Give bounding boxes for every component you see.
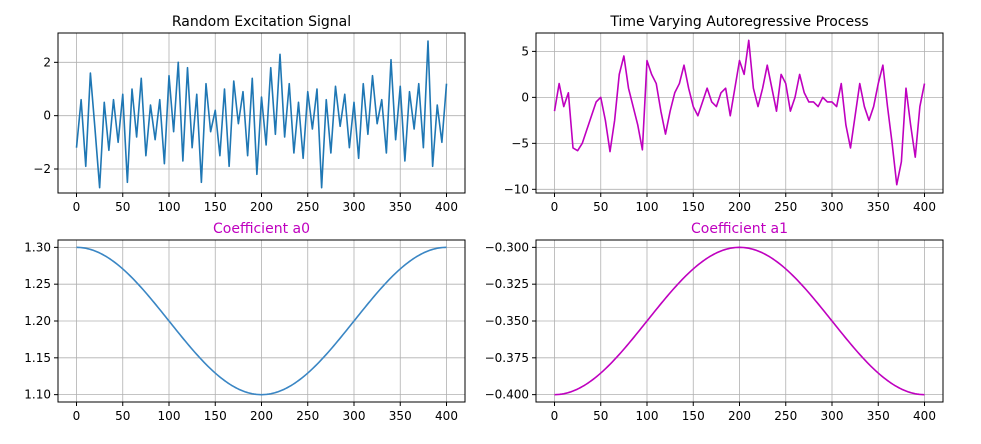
- x-tick-label: 400: [435, 409, 458, 423]
- x-tick-label: 100: [158, 200, 181, 214]
- x-tick-label: 400: [913, 409, 936, 423]
- axes-frame: [535, 239, 944, 403]
- axes-frame: [57, 32, 466, 194]
- x-tick-label: 150: [682, 200, 705, 214]
- y-tick-label: −0.350: [485, 314, 529, 328]
- chart-title: Random Excitation Signal: [172, 14, 351, 30]
- subplot-2: 0 50 100 150 200 250 300 350 400 −10 −5 0 5 Time Vary…: [504, 14, 944, 214]
- x-tick-label: 150: [204, 200, 227, 214]
- y-tick-label: −2: [33, 162, 51, 176]
- x-tick-label: 250: [296, 200, 319, 214]
- series-line-1: [553, 39, 926, 186]
- series-line-1: [554, 246, 925, 396]
- series-line-1: [76, 246, 447, 396]
- y-tick-label: 1.20: [24, 314, 51, 328]
- x-tick-label: 400: [913, 200, 936, 214]
- x-tick-label: 250: [774, 200, 797, 214]
- x-tick-label: 350: [389, 200, 412, 214]
- x-tick-label: 0: [73, 200, 81, 214]
- y-tick-label: 0: [521, 90, 529, 104]
- x-tick-label: 0: [551, 200, 559, 214]
- x-tick-label: 50: [115, 409, 130, 423]
- x-tick-label: 250: [774, 409, 797, 423]
- x-tick-label: 200: [728, 200, 751, 214]
- x-tick-label: 50: [593, 409, 608, 423]
- x-tick-label: 50: [593, 200, 608, 214]
- x-tick-label: 50: [115, 200, 130, 214]
- y-tick-label: 5: [521, 44, 529, 58]
- x-tick-label: 400: [435, 200, 458, 214]
- x-tick-label: 150: [682, 409, 705, 423]
- y-tick-label: −10: [504, 182, 529, 196]
- chart-title: Coefficient a0: [213, 221, 310, 237]
- y-tick-label: −0.300: [485, 240, 529, 254]
- y-tick-label: −5: [511, 136, 529, 150]
- x-tick-label: 100: [636, 200, 659, 214]
- x-tick-label: 350: [867, 200, 890, 214]
- chart-title: Time Varying Autoregressive Process: [609, 14, 868, 30]
- y-tick-label: 1.25: [24, 277, 51, 291]
- axes-frame: [535, 32, 944, 194]
- y-tick-label: 1.15: [24, 351, 51, 365]
- x-tick-label: 0: [73, 409, 81, 423]
- x-tick-label: 100: [158, 409, 181, 423]
- x-tick-label: 300: [821, 200, 844, 214]
- x-tick-label: 200: [728, 409, 751, 423]
- axes-frame: [57, 239, 466, 403]
- x-tick-label: 150: [204, 409, 227, 423]
- x-tick-label: 300: [343, 409, 366, 423]
- x-tick-label: 250: [296, 409, 319, 423]
- chart-title: Coefficient a1: [691, 221, 788, 237]
- x-tick-label: 100: [636, 409, 659, 423]
- y-tick-label: −0.400: [485, 388, 529, 402]
- y-tick-label: −0.375: [485, 351, 529, 365]
- x-tick-label: 0: [551, 409, 559, 423]
- x-tick-label: 350: [389, 409, 412, 423]
- y-tick-label: 0: [43, 109, 51, 123]
- subplot-4: 0 50 100 150 200 250 300 350 400 −0.400 −0.375 −0.3…: [485, 221, 944, 423]
- y-tick-label: 2: [43, 55, 51, 69]
- y-tick-label: −0.325: [485, 277, 529, 291]
- x-tick-label: 200: [250, 409, 273, 423]
- y-tick-label: 1.10: [24, 388, 51, 402]
- subplot-3: 0 50 100 150 200 250 300 350 400 1.10 1.15 1.20 1.25…: [24, 221, 466, 423]
- x-tick-label: 350: [867, 409, 890, 423]
- subplot-1: 0 50 100 150 200 250 300 350 400 −2 0 2 Random Excit…: [33, 14, 466, 214]
- x-tick-label: 300: [343, 200, 366, 214]
- series-line-1: [75, 40, 448, 189]
- x-tick-label: 300: [821, 409, 844, 423]
- y-tick-label: 1.30: [24, 240, 51, 254]
- x-tick-label: 200: [250, 200, 273, 214]
